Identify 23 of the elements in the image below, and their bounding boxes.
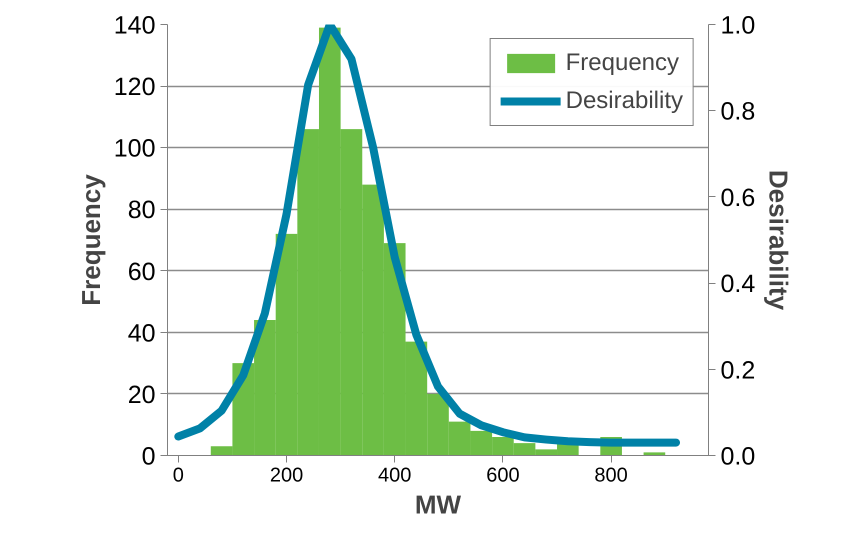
y2-tick-label: 0.6: [720, 184, 756, 212]
y-tick-label: 140: [114, 12, 156, 40]
y2-tick-label: 0.4: [720, 270, 756, 298]
x-axis-title: MW: [414, 490, 462, 520]
legend-label: Desirability: [566, 87, 683, 115]
y-axis-title: Frequency: [76, 174, 106, 306]
legend-label: Frequency: [566, 49, 680, 77]
y2-tick-label: 1.0: [720, 12, 756, 40]
x-tick-label: 0: [172, 464, 184, 486]
y-tick-label: 120: [114, 73, 156, 102]
y2-tick-label: 0.0: [720, 442, 756, 470]
x-tick-label: 200: [270, 464, 304, 486]
y-tick-label: 40: [128, 319, 156, 348]
x-tick-label: 800: [594, 464, 628, 486]
x-tick-label: 600: [486, 464, 520, 486]
y-tick-label: 80: [128, 196, 156, 224]
y2-tick-label: 0.8: [720, 98, 756, 126]
y-tick-label: 60: [128, 258, 156, 286]
y2-axis-title: Desirability: [763, 170, 794, 311]
y2-tick-label: 0.2: [720, 356, 756, 384]
y-tick-label: 100: [114, 134, 156, 163]
x-tick-label: 400: [378, 464, 412, 486]
y-tick-label: 20: [128, 380, 156, 409]
